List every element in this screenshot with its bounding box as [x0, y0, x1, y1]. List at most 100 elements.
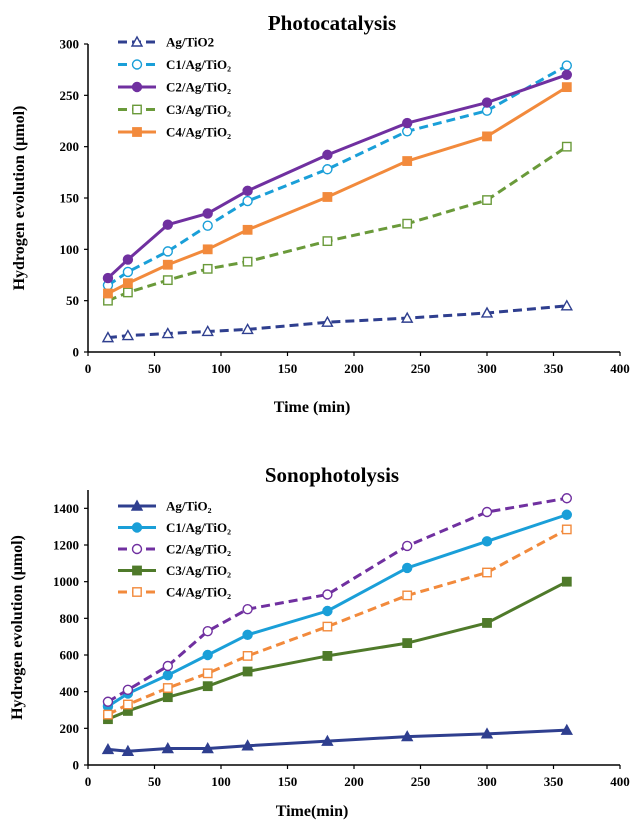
- legend-marker: [131, 543, 143, 555]
- data-point: [481, 506, 493, 518]
- x-tick-label: 250: [411, 774, 431, 789]
- data-point: [402, 638, 413, 648]
- data-point: [322, 605, 333, 617]
- data-point: [122, 684, 134, 696]
- data-point: [482, 195, 492, 205]
- series-3: [102, 69, 572, 284]
- y-tick-label: 0: [73, 758, 80, 773]
- legend-entry: C3/Ag/TiO₂: [118, 102, 231, 117]
- data-point: [162, 683, 173, 693]
- y-tick-label: 1000: [53, 574, 79, 589]
- data-point: [402, 218, 413, 229]
- data-point: [322, 589, 333, 600]
- data-point: [402, 590, 413, 601]
- data-point: [242, 224, 253, 235]
- legend-marker: [130, 35, 144, 47]
- x-tick-label: 350: [544, 774, 564, 789]
- data-point: [103, 288, 113, 299]
- legend-entry: C4/Ag/TiO₂: [118, 125, 231, 140]
- y-axis-title: Hydrogen evolution (μmol): [9, 535, 26, 720]
- legend-label: C2/Ag/TiO₂: [166, 542, 231, 557]
- legend-entry: C2/Ag/TiO₂: [118, 542, 231, 557]
- data-point: [162, 275, 173, 286]
- data-point: [122, 287, 133, 298]
- x-tick-label: 100: [211, 774, 231, 789]
- data-point: [322, 164, 333, 175]
- data-point: [481, 536, 493, 547]
- x-tick-label: 100: [211, 361, 231, 376]
- data-point: [161, 742, 174, 754]
- legend-label: Ag/TiO2: [166, 35, 214, 50]
- y-tick-label: 400: [60, 684, 80, 699]
- data-point: [402, 540, 413, 552]
- data-point: [561, 69, 572, 81]
- data-point: [322, 149, 333, 161]
- legend-label: C4/Ag/TiO₂: [166, 585, 231, 600]
- data-point: [402, 156, 413, 166]
- legend-marker: [132, 127, 142, 137]
- y-tick-label: 1200: [53, 538, 79, 553]
- series-line: [107, 528, 568, 716]
- legend-marker: [130, 499, 144, 511]
- legend-marker: [132, 565, 142, 576]
- x-tick-label: 50: [148, 774, 161, 789]
- data-point: [202, 220, 213, 231]
- data-point: [202, 263, 213, 274]
- data-point: [202, 649, 213, 661]
- chart-2: Sonophotolysis 0 200 400 600 800 1000 1200 1400 0…: [9, 463, 630, 820]
- legend-entry: Ag/TiO2: [118, 35, 214, 50]
- data-point: [202, 668, 213, 679]
- x-tick-label: 350: [544, 361, 564, 376]
- data-point: [482, 567, 492, 578]
- data-point: [122, 266, 134, 278]
- series-2: [102, 509, 572, 712]
- data-point: [401, 311, 414, 323]
- data-point: [202, 625, 213, 637]
- series-1: [101, 723, 573, 756]
- y-tick-label: 200: [60, 139, 80, 154]
- legend-label: C2/Ag/TiO₂: [166, 80, 231, 95]
- data-point: [101, 742, 115, 755]
- legend-entry: C1/Ag/TiO₂: [118, 57, 231, 72]
- data-point: [322, 236, 333, 247]
- data-point: [560, 299, 573, 311]
- series-line: [107, 85, 568, 295]
- y-tick-label: 300: [60, 37, 80, 52]
- legend-label: C3/Ag/TiO₂: [166, 563, 231, 578]
- data-point: [561, 576, 572, 587]
- data-point: [561, 82, 572, 93]
- data-point: [561, 509, 572, 520]
- series-3: [102, 493, 572, 707]
- x-tick-label: 0: [85, 361, 92, 376]
- data-point: [201, 742, 214, 754]
- legend-marker: [132, 104, 142, 115]
- legend-label: C4/Ag/TiO₂: [166, 125, 231, 140]
- x-tick-label: 50: [148, 361, 161, 376]
- data-point: [561, 60, 572, 71]
- y-tick-label: 50: [66, 293, 79, 308]
- data-point: [322, 651, 333, 661]
- data-point: [242, 651, 253, 661]
- data-point: [482, 131, 492, 142]
- data-point: [242, 185, 253, 197]
- data-point: [162, 660, 174, 672]
- data-point: [561, 493, 572, 504]
- x-tick-label: 200: [344, 774, 364, 789]
- data-point: [101, 331, 115, 343]
- data-point: [402, 117, 413, 129]
- data-point: [103, 709, 113, 720]
- y-tick-label: 100: [60, 242, 80, 257]
- legend-label: C1/Ag/TiO₂: [166, 57, 231, 72]
- chart-title: Sonophotolysis: [265, 463, 399, 487]
- series-line: [107, 304, 567, 340]
- y-tick-label: 800: [60, 611, 80, 626]
- legend-label: Ag/TiO₂: [166, 499, 212, 514]
- legend-entry: Ag/TiO₂: [118, 499, 212, 514]
- y-tick-label: 1400: [53, 501, 79, 516]
- legend-entry: C1/Ag/TiO₂: [118, 520, 231, 535]
- data-point: [122, 278, 133, 289]
- data-point: [162, 246, 174, 257]
- series-4: [103, 141, 572, 306]
- series-5: [103, 82, 572, 299]
- data-point: [241, 322, 254, 335]
